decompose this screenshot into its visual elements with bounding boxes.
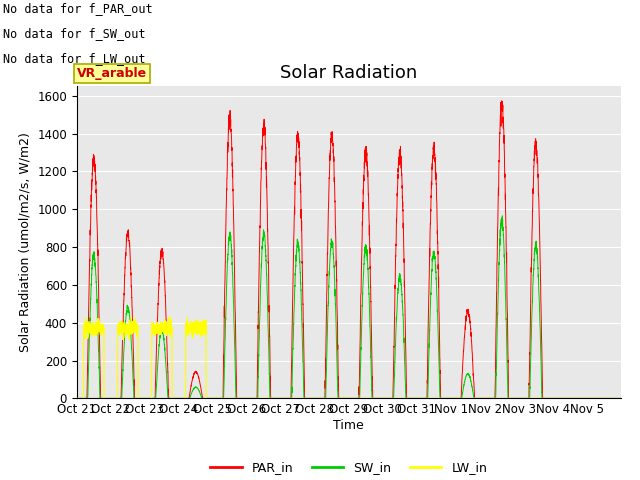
- Legend: PAR_in, SW_in, LW_in: PAR_in, SW_in, LW_in: [205, 456, 492, 480]
- Y-axis label: Solar Radiation (umol/m2/s, W/m2): Solar Radiation (umol/m2/s, W/m2): [19, 132, 32, 352]
- Text: No data for f_SW_out: No data for f_SW_out: [3, 27, 146, 40]
- Text: VR_arable: VR_arable: [77, 67, 147, 80]
- Title: Solar Radiation: Solar Radiation: [280, 64, 417, 82]
- X-axis label: Time: Time: [333, 419, 364, 432]
- Text: No data for f_LW_out: No data for f_LW_out: [3, 52, 146, 65]
- Text: No data for f_PAR_out: No data for f_PAR_out: [3, 2, 153, 15]
